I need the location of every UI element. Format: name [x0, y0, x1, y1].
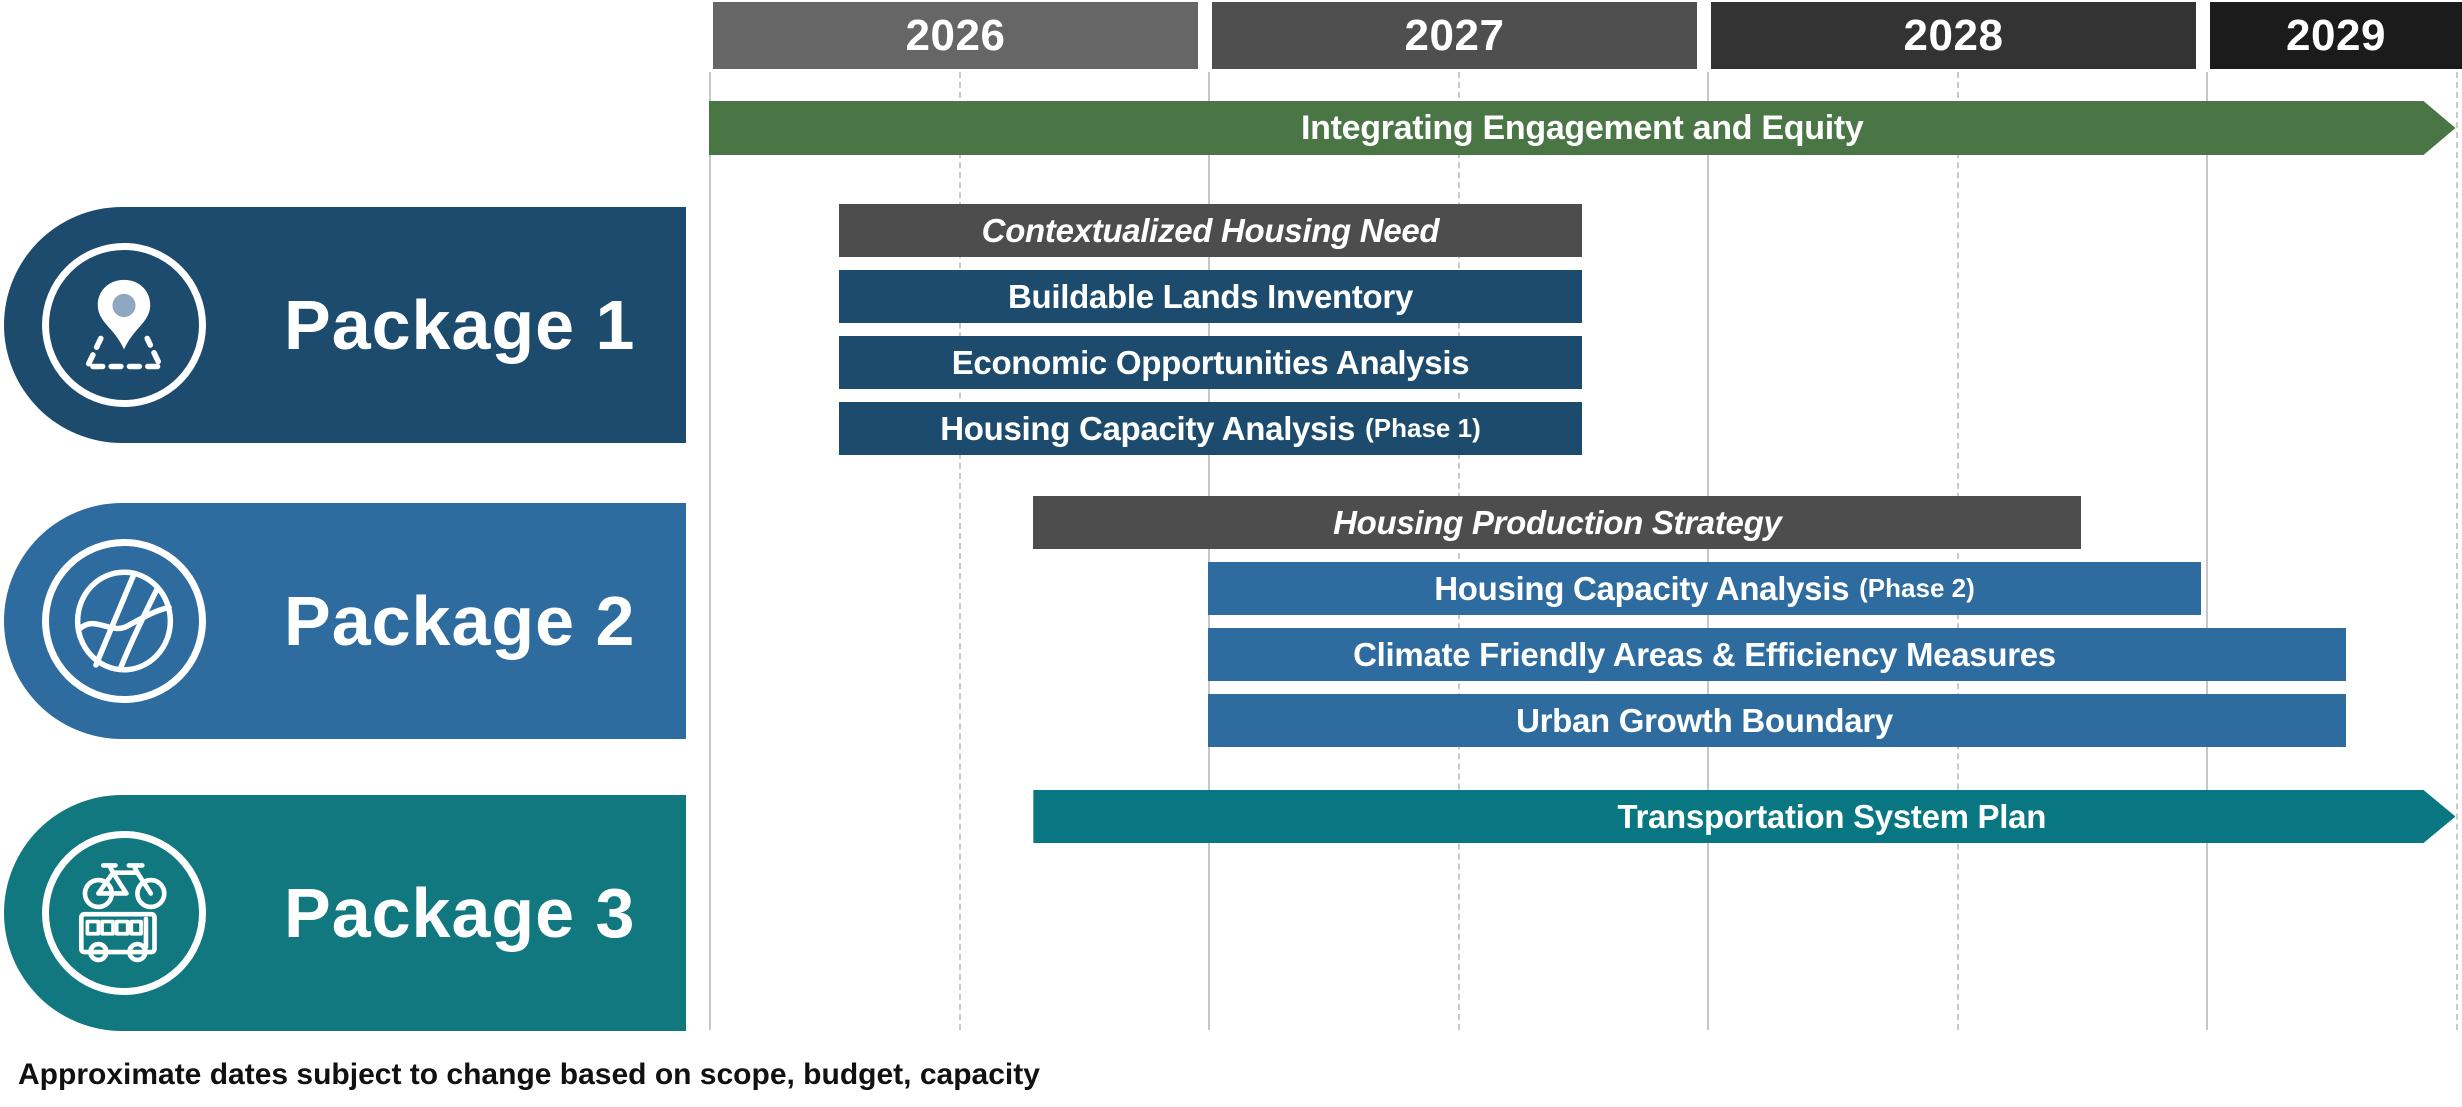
task-bar-label-box: Integrating Engagement and Equity: [709, 101, 2456, 155]
year-header-2027: 2027: [1212, 2, 1697, 69]
task-bar-contextualized-housing-need: Contextualized Housing Need: [838, 204, 1583, 257]
package-2-block: Package 2: [4, 503, 686, 739]
task-bar-housing-capacity-analysis-phase-1: Housing Capacity Analysis (Phase 1): [838, 402, 1583, 455]
task-bar-housing-capacity-analysis-phase-2: Housing Capacity Analysis (Phase 2): [1208, 562, 2201, 615]
gridline-solid-2027: [1208, 72, 1210, 1030]
gridline-solid-2028: [1707, 72, 1709, 1030]
task-label: Urban Growth Boundary: [1516, 701, 1893, 739]
gridline-dashed-2028-mid: [1956, 72, 1959, 1030]
package-1-label: Package 1: [284, 286, 636, 364]
task-bar-urban-growth-boundary: Urban Growth Boundary: [1208, 694, 2346, 747]
task-bar-economic-opportunities-analysis: Economic Opportunities Analysis: [838, 336, 1583, 389]
package-3-block: Package 3: [4, 795, 686, 1031]
package-1-block: Package 1: [4, 207, 686, 443]
task-bar-label-box: Housing Capacity Analysis (Phase 2): [1208, 562, 2201, 615]
task-label-suffix: (Phase 1): [1365, 413, 1481, 443]
task-label: Housing Capacity Analysis: [1434, 569, 1850, 607]
package-2-label: Package 2: [284, 582, 636, 660]
task-label: Economic Opportunities Analysis: [951, 343, 1470, 381]
globe-map-icon: [42, 539, 206, 703]
year-header-2026: 2026: [713, 2, 1198, 69]
package-3-label: Package 3: [284, 874, 636, 952]
task-bar-label-box: Contextualized Housing Need: [839, 204, 1583, 257]
task-bar-label-box: Economic Opportunities Analysis: [839, 336, 1583, 389]
task-label-suffix: (Phase 2): [1859, 573, 1975, 603]
year-header-2028: 2028: [1711, 2, 2196, 69]
task-bar-label-box: Housing Capacity Analysis (Phase 1): [839, 402, 1583, 455]
bike-bus-icon: [42, 831, 206, 995]
task-bar-climate-friendly-areas-efficiency-measures: Climate Friendly Areas & Efficiency Meas…: [1208, 628, 2346, 681]
footnote: Approximate dates subject to change base…: [18, 1058, 1040, 1091]
gridline-dashed-2029-mid: [2455, 72, 2458, 1030]
task-bar-label-box: Housing Production Strategy: [1033, 496, 2081, 549]
task-label: Housing Production Strategy: [1333, 503, 1782, 541]
task-bar-transportation-system-plan: Transportation System Plan: [1033, 790, 2455, 843]
gridline-dashed-2027-mid: [1457, 72, 1460, 1030]
task-label: Climate Friendly Areas & Efficiency Meas…: [1353, 635, 2056, 673]
task-bar-housing-production-strategy: Housing Production Strategy: [1033, 496, 2082, 549]
gridline-dashed-2026-mid: [958, 72, 961, 1030]
task-label: Housing Capacity Analysis: [940, 409, 1356, 447]
task-label: Buildable Lands Inventory: [1007, 277, 1414, 315]
task-bar-label-box: Transportation System Plan: [1208, 790, 2456, 843]
task-bar-label-box: Climate Friendly Areas & Efficiency Meas…: [1208, 628, 2201, 681]
gridline-solid-2029: [2206, 72, 2208, 1030]
task-bar-buildable-lands-inventory: Buildable Lands Inventory: [838, 270, 1583, 323]
year-header-2029: 2029: [2210, 2, 2462, 69]
task-label: Transportation System Plan: [1617, 797, 2047, 835]
task-bar-label-box: Urban Growth Boundary: [1208, 694, 2201, 747]
task-bar-integrating-engagement-and-equity: Integrating Engagement and Equity: [709, 101, 2456, 155]
gridline-solid-2026: [709, 72, 711, 1030]
task-label: Integrating Engagement and Equity: [1301, 108, 1864, 147]
task-bar-label-box: Buildable Lands Inventory: [839, 270, 1583, 323]
task-label: Contextualized Housing Need: [981, 211, 1440, 249]
map-pin-route-icon: [42, 243, 206, 407]
